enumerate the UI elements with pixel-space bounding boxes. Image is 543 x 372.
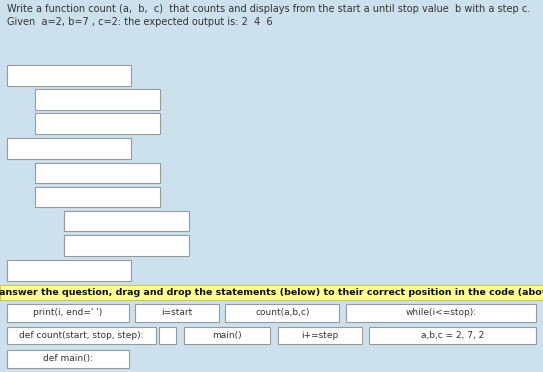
FancyBboxPatch shape: [184, 327, 270, 344]
FancyBboxPatch shape: [7, 260, 131, 281]
Text: i=start: i=start: [161, 308, 192, 317]
FancyBboxPatch shape: [64, 235, 189, 256]
FancyBboxPatch shape: [7, 65, 131, 86]
FancyBboxPatch shape: [64, 211, 189, 231]
FancyBboxPatch shape: [7, 138, 131, 159]
FancyBboxPatch shape: [369, 327, 536, 344]
Text: main(): main(): [212, 331, 242, 340]
Text: Given  a=2, b=7 , c=2: the expected output is: 2  4  6: Given a=2, b=7 , c=2: the expected outpu…: [7, 17, 272, 28]
FancyBboxPatch shape: [278, 327, 362, 344]
Text: print(i, end=' '): print(i, end=' '): [33, 308, 102, 317]
Text: count(a,b,c): count(a,b,c): [255, 308, 310, 317]
FancyBboxPatch shape: [346, 304, 536, 322]
FancyBboxPatch shape: [35, 89, 160, 110]
FancyBboxPatch shape: [7, 350, 129, 368]
Text: i+=step: i+=step: [301, 331, 339, 340]
FancyBboxPatch shape: [0, 285, 543, 300]
Text: def count(start, stop, step):: def count(start, stop, step):: [19, 331, 143, 340]
FancyBboxPatch shape: [35, 113, 160, 134]
FancyBboxPatch shape: [35, 163, 160, 183]
FancyBboxPatch shape: [7, 304, 129, 322]
Text: To answer the question, drag and drop the statements (below) to their correct po: To answer the question, drag and drop th…: [0, 288, 543, 297]
Text: def main():: def main():: [42, 354, 93, 363]
FancyBboxPatch shape: [159, 327, 176, 344]
FancyBboxPatch shape: [35, 187, 160, 207]
Text: Write a function count (a,  b,  c)  that counts and displays from the start a un: Write a function count (a, b, c) that co…: [7, 4, 530, 15]
FancyBboxPatch shape: [225, 304, 339, 322]
Text: while(i<=stop):: while(i<=stop):: [406, 308, 477, 317]
FancyBboxPatch shape: [135, 304, 219, 322]
Text: a,b,c = 2, 7, 2: a,b,c = 2, 7, 2: [421, 331, 484, 340]
FancyBboxPatch shape: [7, 327, 156, 344]
